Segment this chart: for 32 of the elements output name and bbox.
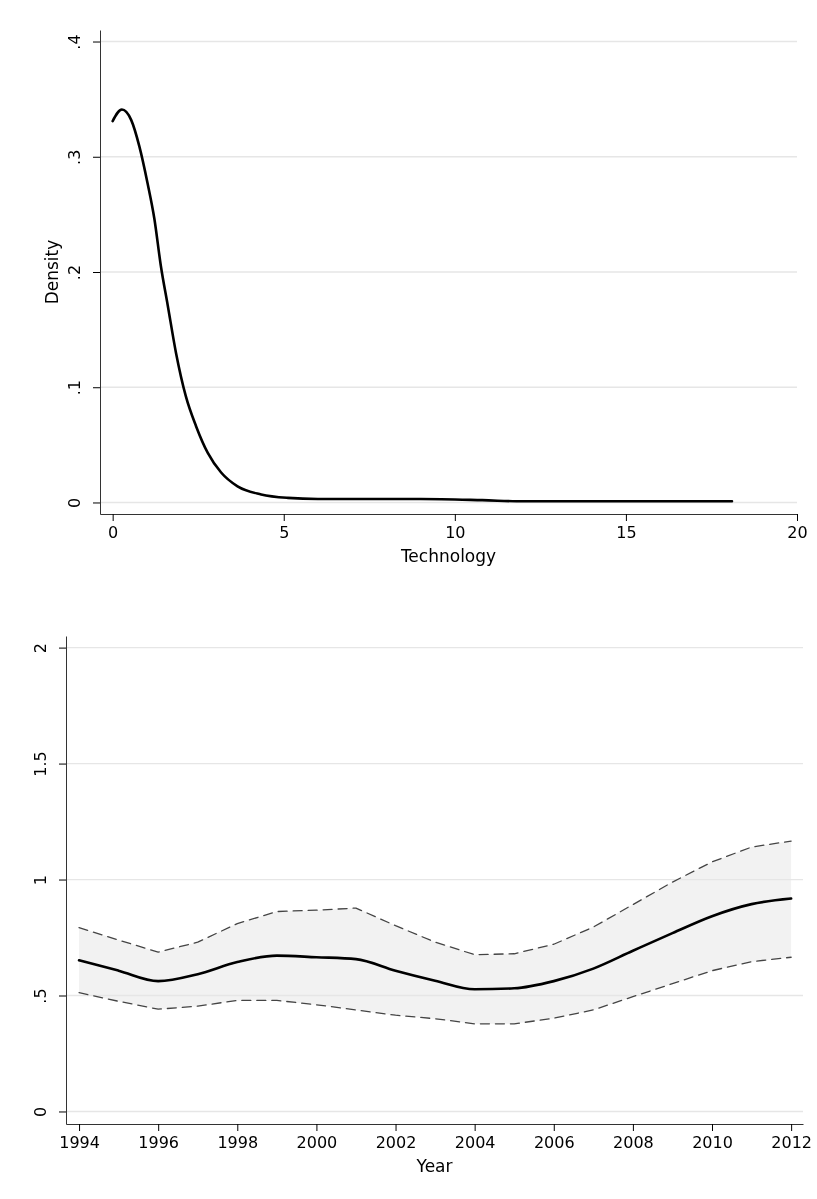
y-tick-label: 1.5 xyxy=(31,751,50,777)
y-tick-label: .2 xyxy=(65,264,84,281)
x-axis-title: Year xyxy=(415,1156,453,1176)
x-tick-label: 10 xyxy=(445,523,466,543)
y-tick-label: .4 xyxy=(65,34,84,50)
x-axis-title: Technology xyxy=(399,546,497,566)
y-tick-label: .1 xyxy=(65,380,84,396)
y-axis-title: Density xyxy=(42,239,62,305)
line-series xyxy=(77,897,793,991)
x-tick-label: 2008 xyxy=(613,1133,654,1153)
x-tick-label: 2006 xyxy=(533,1133,575,1153)
line-series xyxy=(111,108,734,503)
line-series xyxy=(78,840,792,956)
x-tick-label: 2012 xyxy=(771,1133,812,1153)
x-tick-label: 2000 xyxy=(296,1133,338,1153)
x-tick-label: 20 xyxy=(787,523,808,543)
x-tick-label: 1994 xyxy=(59,1133,100,1153)
y-tick-label: .5 xyxy=(31,988,50,1004)
x-tick-label: 2002 xyxy=(375,1133,417,1153)
y-tick-label: 0 xyxy=(31,1106,50,1118)
x-tick-label: 5 xyxy=(279,523,290,543)
line-series xyxy=(78,956,792,1025)
x-tick-label: 15 xyxy=(616,523,637,543)
y-tick-label: 1 xyxy=(31,874,50,886)
x-tick-label: 1998 xyxy=(217,1133,259,1153)
x-tick-label: 0 xyxy=(108,523,119,543)
x-tick-label: 2004 xyxy=(454,1133,496,1153)
y-tick-label: 0 xyxy=(65,497,84,509)
y-tick-label: 2 xyxy=(31,643,50,654)
y-tick-label: .3 xyxy=(65,149,84,165)
x-tick-label: 2010 xyxy=(692,1133,733,1153)
x-tick-label: 1996 xyxy=(138,1133,180,1153)
